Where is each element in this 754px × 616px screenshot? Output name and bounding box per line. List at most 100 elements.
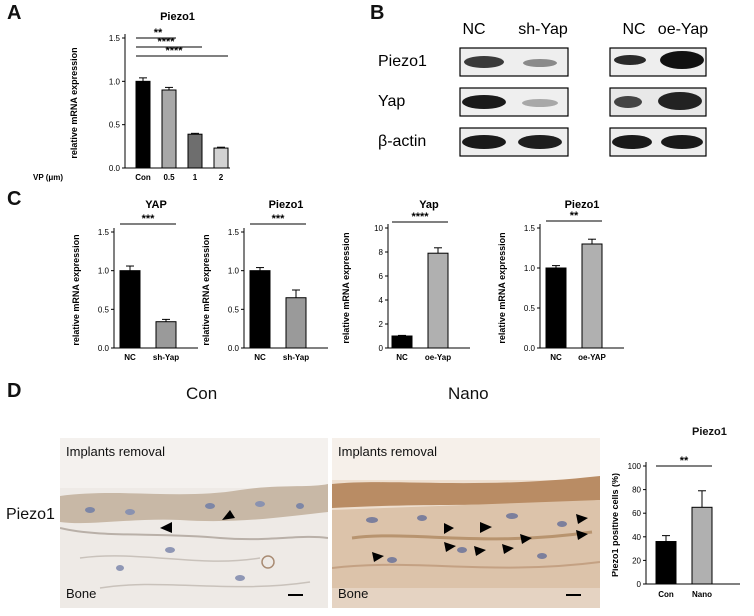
chart-title: Piezo1 bbox=[269, 199, 304, 211]
blot-row3-right bbox=[609, 127, 707, 157]
chart-c-piezo1-oe: Piezo1 0.0 0.5 1.0 1.5 relative mRNA expressi… bbox=[497, 199, 624, 362]
chart-c-yap-oe: Yap 0 2 4 6 8 10 relative mRNA expression NC oe-Y… bbox=[341, 199, 470, 362]
micro-title-con: Con bbox=[186, 384, 218, 403]
y-axis-label: relative mRNA expression bbox=[71, 234, 81, 345]
y-tick-label: 0.5 bbox=[109, 121, 121, 130]
arrowhead-icon bbox=[222, 510, 235, 520]
x-category-label: 1 bbox=[193, 173, 198, 182]
arrowhead-icon bbox=[576, 530, 588, 540]
bar-NC bbox=[249, 270, 271, 349]
chart-title: Yap bbox=[419, 199, 439, 211]
y-tick-label: 1.5 bbox=[228, 228, 240, 237]
y-tick-label: 1.5 bbox=[98, 228, 110, 237]
y-tick-label: 0.5 bbox=[98, 305, 110, 314]
y-tick-label: 1.5 bbox=[524, 224, 536, 233]
y-tick-label: 1.0 bbox=[109, 77, 121, 86]
arrowhead-icon bbox=[474, 546, 486, 556]
micrograph-con: Implants removal Bone bbox=[60, 438, 328, 608]
panel-label-c: C bbox=[7, 188, 22, 210]
chart-d-piezo1-positive: 0 20 40 60 80 100 Piezo1 positive cells (%) Con… bbox=[612, 455, 740, 599]
y-tick-label: 80 bbox=[632, 486, 641, 495]
x-category-label: Con bbox=[658, 590, 674, 599]
x-category-label: sh-Yap bbox=[283, 353, 309, 362]
bar-2 bbox=[213, 147, 229, 169]
blot-group2-a: NC bbox=[622, 21, 645, 38]
bar-sh-Yap bbox=[285, 297, 307, 349]
y-axis-label: relative mRNA expression bbox=[201, 234, 211, 345]
x-category-label: NC bbox=[124, 353, 136, 362]
x-category-label: NC bbox=[254, 353, 266, 362]
panel-label-a: A bbox=[7, 2, 22, 24]
bar-Con bbox=[135, 80, 151, 169]
chart-c-piezo1-sh: Piezo1 0.0 0.5 1.0 1.5 relative mRNA expressi… bbox=[201, 199, 328, 362]
bar-NC bbox=[545, 267, 567, 349]
blot-row-piezo1: Piezo1 bbox=[378, 53, 427, 70]
x-category-label: NC bbox=[396, 353, 408, 362]
y-tick-label: 0 bbox=[379, 344, 384, 353]
y-tick-label: 0.0 bbox=[98, 344, 110, 353]
x-category-label: 2 bbox=[219, 173, 224, 182]
y-axis-label: relative mRNA expression bbox=[69, 47, 79, 158]
significance-label: *** bbox=[142, 213, 156, 225]
y-tick-label: 60 bbox=[632, 509, 641, 518]
y-tick-label: 6 bbox=[379, 272, 384, 281]
y-tick-label: 0.5 bbox=[524, 304, 536, 313]
bar-1 bbox=[187, 133, 203, 169]
blot-row-yap: Yap bbox=[378, 93, 405, 110]
chart-title: Piezo1 bbox=[692, 426, 727, 438]
arrowhead-icon bbox=[576, 514, 588, 524]
significance-label: ** bbox=[680, 455, 689, 467]
micrograph-nano: Implants removal Bone bbox=[332, 438, 600, 608]
x-category-label: oe-Yap bbox=[425, 353, 451, 362]
y-tick-label: 1.5 bbox=[109, 34, 121, 43]
x-category-label: sh-Yap bbox=[153, 353, 179, 362]
x-category-label: NC bbox=[550, 353, 562, 362]
y-tick-label: 8 bbox=[379, 248, 384, 257]
bar-NC bbox=[119, 270, 141, 349]
micro-row-label: Piezo1 bbox=[6, 506, 55, 523]
blot-row2-right bbox=[609, 87, 707, 117]
y-tick-label: 4 bbox=[379, 296, 384, 305]
y-tick-label: 10 bbox=[374, 224, 383, 233]
chart-title: Piezo1 bbox=[565, 199, 600, 211]
y-tick-label: 1.0 bbox=[98, 267, 110, 276]
blot-row1-right bbox=[609, 47, 707, 77]
arrowhead-icon bbox=[160, 522, 172, 533]
blot-row2-left bbox=[459, 87, 569, 117]
western-blot: NC sh-Yap NC oe-Yap Piezo1 Yap β-actin bbox=[372, 14, 752, 164]
bar-NC bbox=[391, 335, 413, 349]
micro-bottom-label-nano: Bone bbox=[338, 586, 369, 601]
y-axis-label: relative mRNA expression bbox=[497, 232, 507, 343]
bar-0.5 bbox=[161, 89, 177, 169]
bar-oe-YAP bbox=[581, 243, 603, 349]
significance-label: ** bbox=[570, 210, 579, 222]
y-axis-label: relative mRNA expression bbox=[341, 232, 351, 343]
micro-top-label-con: Implants removal bbox=[66, 444, 165, 459]
blot-row3-left bbox=[459, 127, 569, 157]
chart-c-yap-sh: YAP 0.0 0.5 1.0 1.5 relative mRNA expression N… bbox=[71, 199, 198, 362]
y-tick-label: 2 bbox=[379, 320, 384, 329]
blot-group1-b: sh-Yap bbox=[518, 21, 568, 38]
bar-oe-Yap bbox=[427, 252, 449, 349]
blot-group1-a: NC bbox=[462, 21, 485, 38]
significance-label: ** bbox=[154, 27, 163, 39]
bar-Con bbox=[655, 541, 677, 585]
y-tick-label: 0.0 bbox=[109, 164, 121, 173]
significance-label: *** bbox=[272, 213, 286, 225]
bar-sh-Yap bbox=[155, 321, 177, 349]
panel-label-b: B bbox=[370, 2, 385, 24]
arrowhead-icon bbox=[444, 523, 454, 534]
y-tick-label: 0.5 bbox=[228, 305, 240, 314]
significance-label: **** bbox=[165, 45, 183, 57]
x-category-label: oe-YAP bbox=[578, 353, 606, 362]
x-category-label: Con bbox=[135, 173, 151, 182]
micro-bottom-label-con: Bone bbox=[66, 586, 97, 601]
arrowhead-icon bbox=[520, 534, 532, 544]
chart-title: YAP bbox=[145, 199, 167, 211]
x-axis-prefix-label: VP (μm) bbox=[33, 173, 63, 182]
arrowhead-icon bbox=[502, 544, 514, 554]
y-tick-label: 40 bbox=[632, 533, 641, 542]
x-category-label: 0.5 bbox=[163, 173, 175, 182]
micro-title-nano: Nano bbox=[448, 384, 489, 403]
blot-group2-b: oe-Yap bbox=[658, 21, 709, 38]
